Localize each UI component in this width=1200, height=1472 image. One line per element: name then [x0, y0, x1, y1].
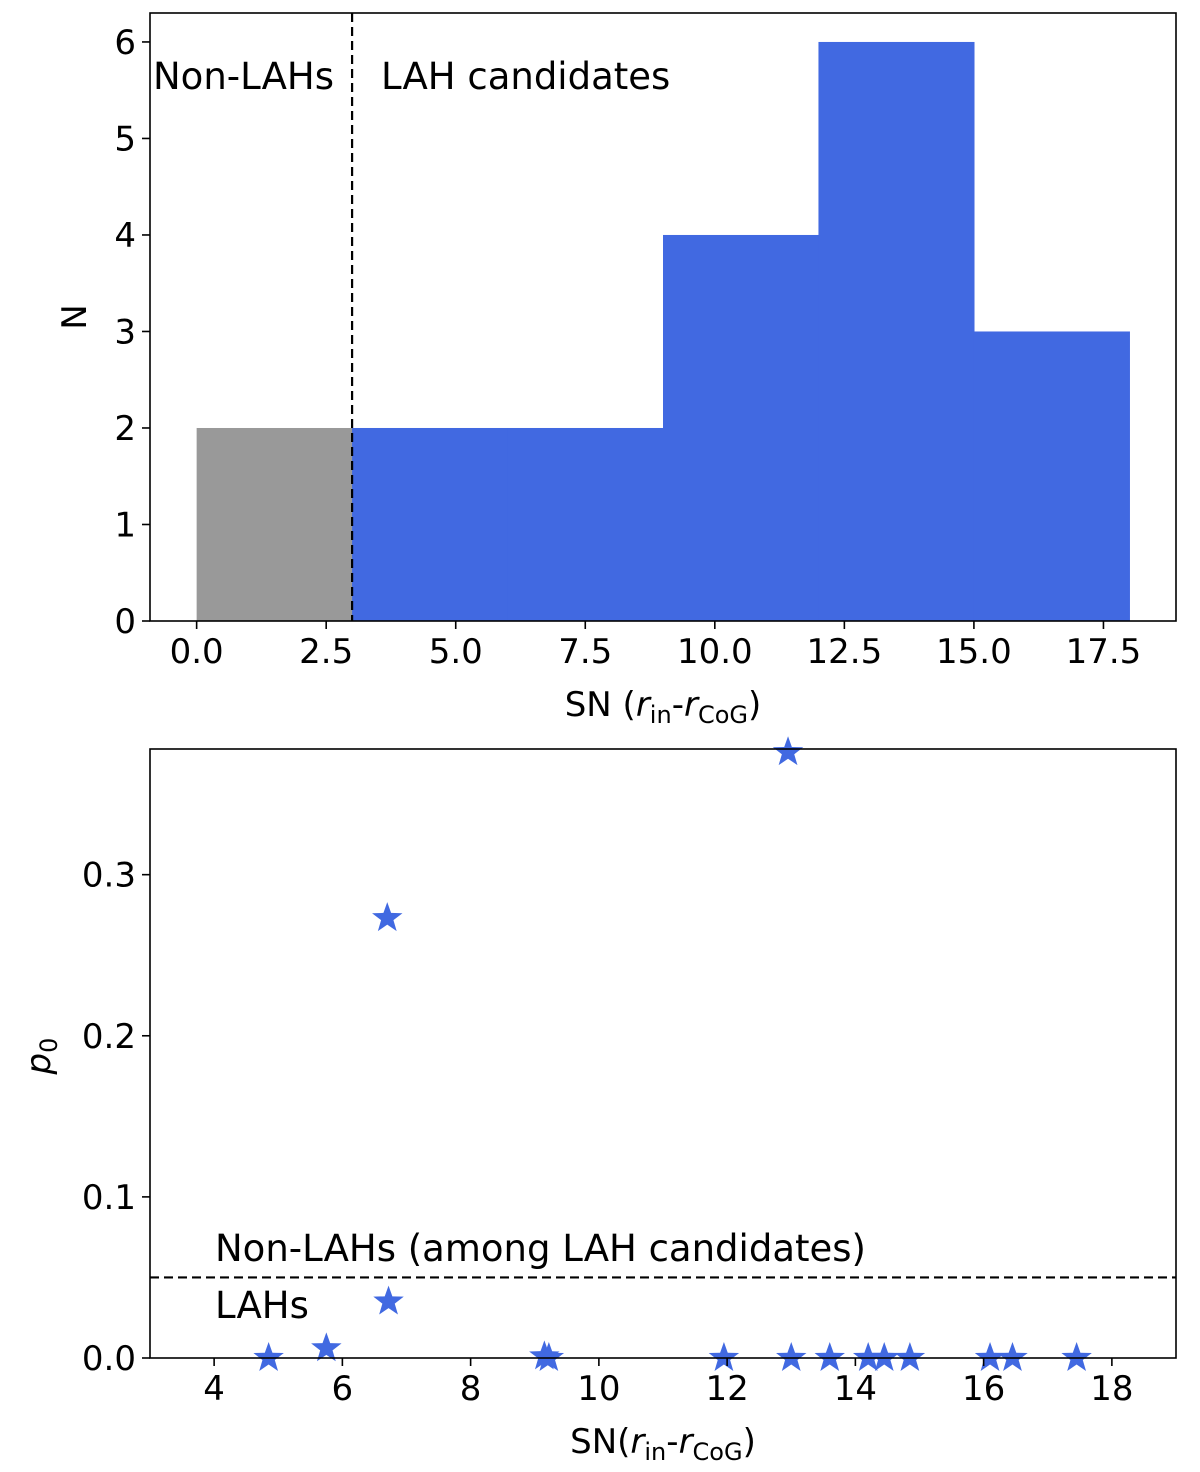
data-point-star-7 — [772, 736, 804, 766]
y-axis-ticks: 0 1 2 3 4 5 6 — [114, 23, 150, 642]
x-tick-label: 12.5 — [807, 632, 883, 672]
histogram-bar-4 — [818, 41, 975, 621]
histogram-panel: Non-LAHs LAH candidates 0.0 2.5 5.0 7.5 10.0… — [55, 12, 1177, 729]
x-tick-label: 0.0 — [170, 632, 224, 672]
data-point-star-11 — [869, 1342, 900, 1371]
data-point-star-8 — [776, 1342, 807, 1371]
plot-frame — [149, 748, 1177, 1359]
x-tick-label: 10 — [577, 1369, 620, 1409]
x-tick-label: 14 — [834, 1369, 877, 1409]
data-point-star-15 — [1061, 1342, 1092, 1371]
data-point-star-10 — [852, 1342, 884, 1371]
y-tick-label: 0.1 — [82, 1178, 136, 1218]
data-point-star-14 — [997, 1342, 1028, 1371]
y-tick-label: 5 — [114, 119, 136, 159]
y-tick-label: 4 — [114, 216, 136, 256]
data-point-star-1 — [311, 1332, 342, 1362]
x-axis-label: SN(rin-rCoG) — [570, 1422, 756, 1466]
data-point-star-9 — [814, 1342, 845, 1371]
y-tick-label: 6 — [114, 23, 136, 63]
y-tick-label: 2 — [114, 409, 136, 449]
data-point-star-12 — [894, 1342, 926, 1371]
x-tick-label: 7.5 — [558, 632, 612, 672]
x-tick-label: 2.5 — [299, 632, 353, 672]
x-tick-label: 17.5 — [1066, 632, 1142, 672]
histogram-bar-3 — [663, 234, 820, 621]
y-tick-label: 0.3 — [82, 856, 136, 896]
plot-frame — [149, 12, 1177, 622]
data-point-star-0 — [253, 1342, 284, 1371]
data-point-star-13 — [974, 1342, 1006, 1371]
y-tick-label: 1 — [114, 505, 136, 545]
y-tick-label: 0.0 — [82, 1339, 136, 1379]
y-axis-label: p0 — [19, 1038, 63, 1076]
data-point-star-2 — [372, 902, 403, 932]
y-tick-label: 3 — [114, 312, 136, 352]
annotation-non-lahs-among-candidates: Non-LAHs (among LAH candidates) — [215, 1227, 866, 1270]
x-axis-ticks: 0.0 2.5 5.0 7.5 10.0 12.5 15.0 17.5 — [170, 621, 1142, 672]
x-tick-label: 15.0 — [936, 632, 1012, 672]
histogram-bar-5 — [973, 331, 1130, 621]
y-tick-label: 0 — [114, 602, 136, 642]
annotation-lah-candidates: LAH candidates — [381, 55, 670, 98]
y-axis-ticks: 0.0 0.1 0.2 0.3 — [82, 856, 150, 1379]
histogram-bar-1 — [352, 427, 509, 621]
scatter-panel: Non-LAHs (among LAH candidates) LAHs 4 6 8… — [19, 736, 1177, 1466]
y-axis-label: N — [55, 304, 95, 329]
x-tick-label: 5.0 — [429, 632, 483, 672]
data-point-star-3 — [373, 1285, 404, 1315]
x-tick-label: 18 — [1090, 1369, 1133, 1409]
y-tick-label: 0.2 — [82, 1017, 136, 1057]
x-tick-label: 8 — [460, 1369, 482, 1409]
annotation-lahs: LAHs — [215, 1284, 309, 1327]
x-axis-ticks: 4 6 8 10 12 14 16 18 — [203, 1358, 1134, 1409]
x-tick-label: 12 — [705, 1369, 748, 1409]
x-tick-label: 6 — [332, 1369, 354, 1409]
data-point-star-5 — [533, 1342, 565, 1371]
x-tick-label: 4 — [203, 1369, 225, 1409]
scatter-points — [253, 736, 1092, 1371]
x-axis-label: SN (rin-rCoG) — [565, 685, 762, 729]
annotation-non-lahs: Non-LAHs — [153, 55, 334, 98]
x-tick-label: 10.0 — [677, 632, 753, 672]
histogram-bar-0 — [196, 427, 353, 621]
histogram-bar-2 — [507, 427, 664, 621]
histogram-bars — [196, 41, 1130, 621]
x-tick-label: 16 — [962, 1369, 1005, 1409]
data-point-star-6 — [708, 1342, 740, 1371]
